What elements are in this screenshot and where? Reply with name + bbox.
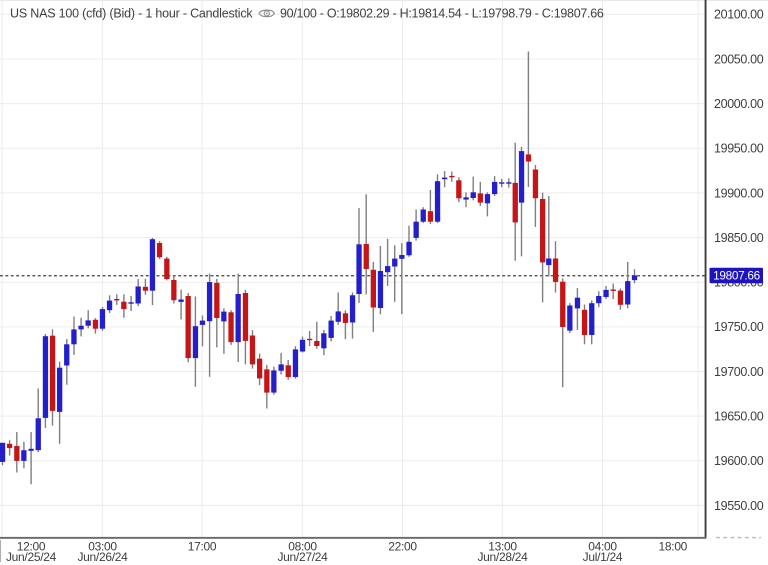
svg-text:18:00: 18:00 [659,539,688,553]
svg-text:Jun/26/24: Jun/26/24 [77,550,128,564]
svg-text:19750.00: 19750.00 [714,320,764,334]
svg-text:20100.00: 20100.00 [714,8,764,22]
svg-text:04:00: 04:00 [588,539,617,553]
svg-text:90/100 - O:19802.29 - H:19814.: 90/100 - O:19802.29 - H:19814.54 - L:197… [280,6,604,20]
svg-text:US NAS 100 (cfd) (Bid) - 1 hou: US NAS 100 (cfd) (Bid) - 1 hour - Candle… [10,6,253,20]
svg-text:19900.00: 19900.00 [714,186,764,200]
svg-text:20000.00: 20000.00 [714,97,764,111]
svg-text:13:00: 13:00 [488,539,517,553]
svg-text:19807.66: 19807.66 [713,268,761,282]
svg-text:20050.00: 20050.00 [714,52,764,66]
svg-text:19650.00: 19650.00 [714,410,764,424]
svg-text:08:00: 08:00 [288,539,317,553]
svg-text:03:00: 03:00 [88,539,117,553]
svg-text:19950.00: 19950.00 [714,142,764,156]
svg-text:19850.00: 19850.00 [714,231,764,245]
svg-text:19700.00: 19700.00 [714,365,764,379]
svg-text:12:00: 12:00 [17,539,46,553]
svg-text:17:00: 17:00 [188,539,217,553]
svg-text:22:00: 22:00 [388,539,417,553]
svg-text:Jun/28/24: Jun/28/24 [477,550,528,564]
svg-text:19600.00: 19600.00 [714,454,764,468]
svg-text:19550.00: 19550.00 [714,499,764,513]
svg-text:Jun/25/24: Jun/25/24 [6,550,57,564]
svg-text:Jun/27/24: Jun/27/24 [277,550,328,564]
svg-text:Jul/1/24: Jul/1/24 [583,550,623,564]
